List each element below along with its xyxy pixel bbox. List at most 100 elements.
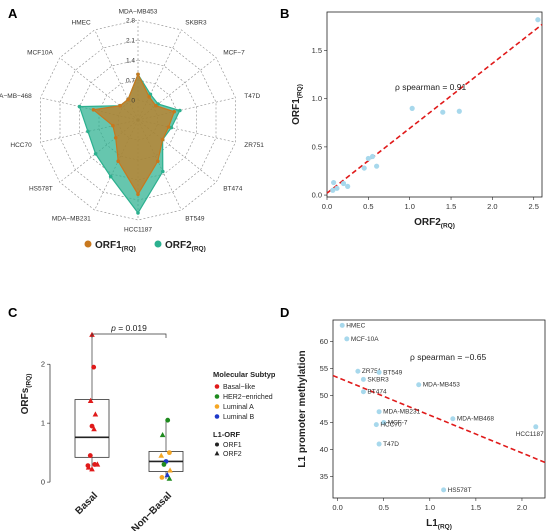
radar-ring-label: 0 (131, 98, 135, 105)
radar-ring-label: 2.8 (126, 18, 135, 25)
x-tick-label: 0.0 (332, 503, 342, 512)
x-tick-label: 2.5 (529, 202, 539, 211)
plot-frame (332, 319, 546, 499)
y-axis-label-main: ORFs (20, 387, 31, 414)
radar-axis-label: T47D (244, 93, 260, 100)
point-label: ZR751 (362, 368, 382, 375)
data-point (456, 108, 462, 114)
point-label: HCC70 (380, 422, 402, 429)
legend-label-2-sub: (RQ) (192, 246, 206, 253)
radar-point (118, 103, 122, 108)
point-label: HCC1187 (516, 431, 544, 438)
radar-axis-label: HS578T (29, 186, 53, 193)
x-tick-label: 1.0 (404, 202, 414, 211)
data-point (340, 180, 347, 187)
y-tick-label: 0 (41, 478, 45, 487)
y-axis-label: ORF1(RQ) (291, 84, 304, 125)
regression-line (326, 23, 543, 194)
data-point (376, 409, 382, 415)
data-point (345, 183, 351, 190)
legend-marker (214, 404, 220, 409)
data-point-orf1 (159, 474, 165, 480)
data-point-orf1 (91, 364, 97, 370)
radar-point (113, 136, 118, 140)
x-tick-label: 0.5 (363, 202, 373, 211)
data-point (381, 419, 387, 425)
p-value: p = 0.019 (110, 323, 147, 333)
data-point (339, 322, 345, 328)
point-label: MCF-7 (388, 419, 408, 426)
radar-axis-label: HMEC (72, 19, 91, 26)
point-label: MDA-MB231 (383, 409, 421, 416)
y-axis-label-sub: (RQ) (297, 84, 304, 98)
data-point-orf2 (91, 426, 97, 432)
data-point-orf1 (167, 450, 172, 456)
radar-point (77, 104, 82, 109)
radar-point (86, 129, 90, 134)
x-axis-label: L1(RQ) (426, 518, 452, 531)
point-label: BT474 (367, 389, 387, 396)
x-axis-label-sub: (RQ) (441, 223, 455, 230)
y-axis-label-sub: (RQ) (26, 374, 33, 388)
point-label: SKBR3 (367, 376, 389, 383)
point-label: T47D (383, 441, 399, 448)
y-tick-label: 50 (320, 391, 328, 400)
data-point (360, 389, 366, 395)
radar-axis-label: SKBR3 (185, 19, 207, 26)
data-point (331, 179, 337, 186)
radar-axis-label: MDA−MB453 (119, 9, 158, 16)
radar-point (172, 109, 176, 114)
legend-label-2: ORF2(RQ) (165, 240, 206, 253)
legend-marker-1 (84, 240, 92, 248)
y-tick-label: 2 (41, 360, 45, 369)
y-tick-label: 55 (320, 364, 328, 373)
radar-point (108, 174, 113, 179)
legend-marker (214, 394, 220, 399)
radar-point (93, 152, 98, 156)
radar-axis-label: MDA−MB−468 (0, 93, 32, 100)
panel-label-b: B (280, 6, 289, 21)
data-point (361, 165, 367, 171)
significance-bracket (91, 333, 167, 338)
category-label: Basal (73, 490, 100, 517)
data-point (440, 109, 446, 115)
radar-point (136, 211, 140, 215)
radar-axis-label: ZR751 (244, 142, 264, 149)
scatter-d: 0.0 0.5 1.0 1.5 2.0 35 40 45 50 55 60 HMEC MCF-10A ZR… (297, 319, 546, 531)
x-axis-label-main: L1 (426, 518, 438, 529)
radar-point (111, 123, 115, 128)
legend-label-2-main: ORF2 (165, 240, 192, 251)
legend-label: Basal−like (223, 384, 255, 391)
radar-axis-label: BT549 (185, 216, 205, 223)
y-axis-label-main: ORF1 (291, 98, 302, 125)
radar-axis-label: MCF10A (27, 50, 53, 57)
panel-c: C 0 1 2 ORFs(RQ) Basal Non−Basal p = 0.019 Mole… (0, 265, 275, 531)
x-tick-label: 2.0 (517, 503, 527, 512)
radar-axis-label: MCF−7 (223, 50, 245, 57)
spearman-annotation: ρ spearman = −0.65 (410, 352, 486, 362)
data-point (330, 187, 336, 193)
legend-orf-title: L1-ORF (213, 430, 241, 439)
point-label: MDA-MB453 (423, 382, 461, 389)
p-value-text: = 0.019 (116, 323, 147, 333)
y-axis-label: L1 promoter methylation (297, 350, 308, 467)
scatter-b: 0.0 0.5 1.0 1.5 2.0 2.5 0.0 0.5 1.0 1.5 ρ spearman… (291, 11, 543, 230)
radar-point (116, 159, 120, 163)
panel-a: A MDA−MB453 SKBR3 MCF−7 T47D ZR751 BT474 BT549… (0, 0, 275, 265)
y-tick-label: 35 (320, 472, 328, 481)
legend-label: ORF2 (223, 451, 242, 458)
legend-label: HER2−enriched (223, 394, 273, 401)
legend-label-1-sub: (RQ) (122, 246, 136, 253)
data-point (376, 441, 382, 447)
x-axis-label-main: ORF2 (414, 217, 441, 228)
data-point (533, 424, 539, 430)
data-point-orf2 (89, 466, 95, 472)
radar-point (91, 108, 96, 112)
legend-marker (215, 442, 219, 447)
radar-point (166, 125, 171, 129)
data-point (344, 336, 350, 342)
point-label: BT549 (383, 369, 403, 376)
x-tick-label: 0.5 (378, 503, 388, 512)
panel-d-svg: D 0.0 0.5 1.0 1.5 2.0 35 40 45 50 55 60 HMEC MCF-10A… (280, 305, 546, 531)
data-point (535, 17, 541, 23)
